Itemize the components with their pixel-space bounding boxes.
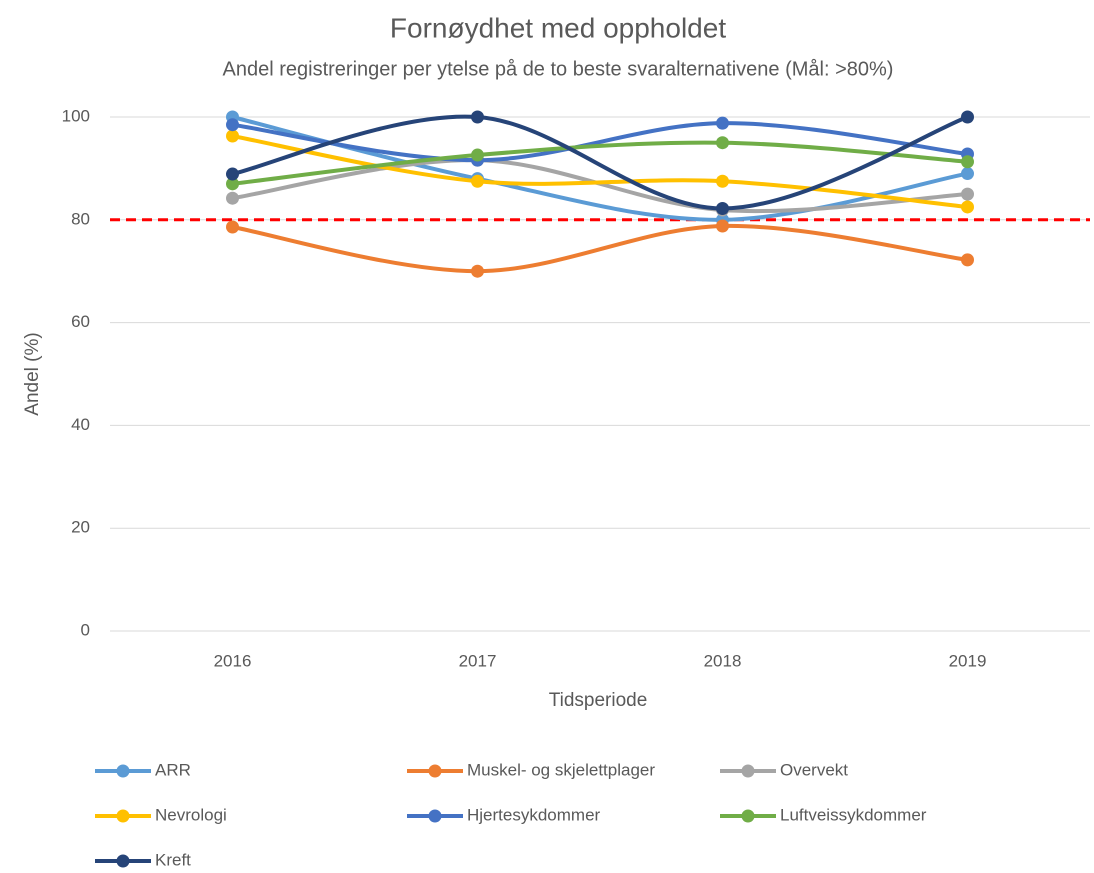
legend-marker	[116, 809, 130, 823]
data-point	[716, 174, 729, 188]
y-tick-label: 100	[62, 106, 90, 125]
y-tick-label: 0	[81, 620, 90, 639]
data-point	[716, 201, 729, 215]
x-tick-label: 2017	[459, 651, 497, 670]
legend-label: ARR	[155, 760, 191, 779]
x-tick-label: 2018	[704, 651, 742, 670]
data-point	[716, 116, 729, 130]
legend-label: Muskel- og skjelettplager	[467, 760, 655, 779]
data-point	[226, 191, 239, 205]
x-axis-title: Tidsperiode	[549, 690, 648, 711]
data-point	[226, 118, 239, 132]
data-point	[226, 220, 239, 234]
x-tick-label: 2019	[949, 651, 987, 670]
legend-label: Kreft	[155, 850, 191, 869]
chart-subtitle: Andel registreringer per ytelse på de to…	[223, 58, 894, 80]
legend-marker	[428, 809, 442, 823]
data-point	[471, 174, 484, 188]
y-tick-label: 20	[71, 518, 90, 537]
legend-label: Hjertesykdommer	[467, 805, 601, 824]
data-point	[961, 187, 974, 201]
y-tick-label: 40	[71, 415, 90, 434]
legend-marker	[116, 854, 130, 868]
series-line	[230, 134, 970, 209]
x-tick-label: 2016	[214, 651, 252, 670]
data-point	[471, 110, 484, 124]
data-point	[961, 110, 974, 124]
data-point	[471, 264, 484, 278]
data-point	[961, 155, 974, 169]
legend-marker	[741, 764, 755, 778]
legend-marker	[428, 764, 442, 778]
data-point	[226, 177, 239, 191]
data-point	[961, 167, 974, 181]
y-tick-label: 60	[71, 312, 90, 331]
legend-label: Luftveissykdommer	[780, 805, 927, 824]
data-point	[961, 200, 974, 214]
data-point	[961, 253, 974, 267]
legend-marker	[741, 809, 755, 823]
legend-label: Overvekt	[780, 760, 848, 779]
data-point	[716, 136, 729, 150]
y-tick-label: 80	[71, 209, 90, 228]
chart-title: Fornøydhet med oppholdet	[390, 12, 726, 43]
legend-marker	[116, 764, 130, 778]
data-point	[226, 167, 239, 181]
series-line	[230, 114, 970, 211]
legend-label: Nevrologi	[155, 805, 227, 824]
data-point	[471, 148, 484, 162]
series-line	[230, 223, 970, 274]
series-line	[230, 140, 970, 186]
series-line	[230, 121, 970, 163]
data-point	[226, 129, 239, 143]
y-axis-title: Andel (%)	[22, 332, 43, 415]
data-point	[716, 219, 729, 233]
